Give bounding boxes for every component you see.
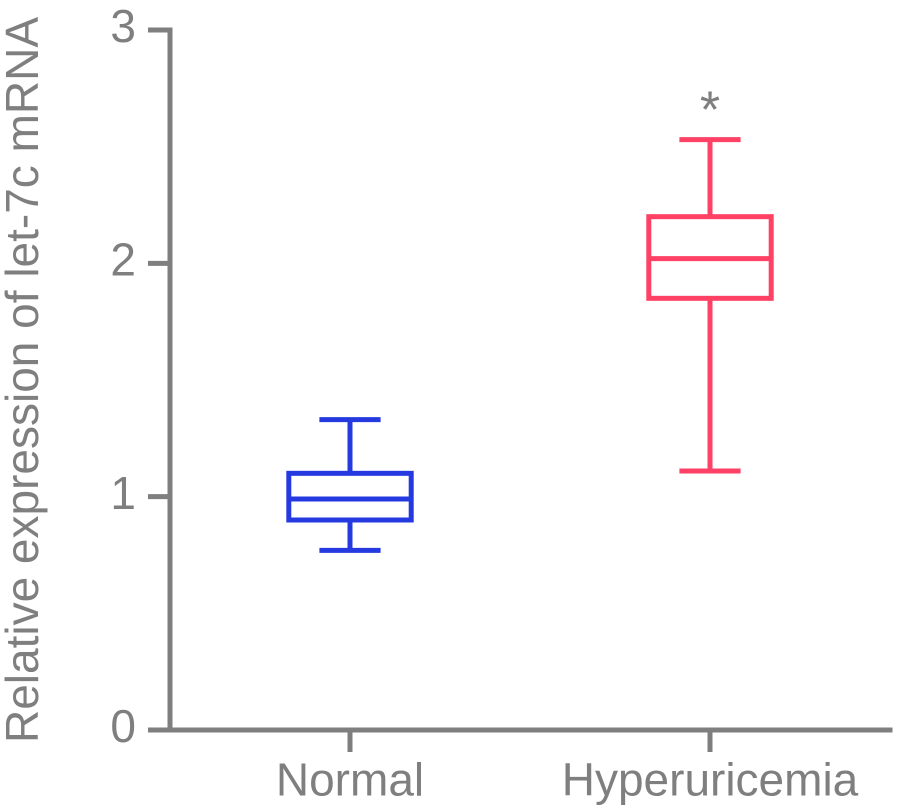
x-category-label: Normal	[276, 754, 424, 806]
x-category-label: Hyperuricemia	[562, 754, 859, 806]
boxplot-chart: 0 1 2 3 Relative expression of let-7c mRNA No…	[0, 0, 907, 810]
y-tick-label: 1	[110, 467, 136, 519]
significance-marker: *	[700, 82, 720, 140]
y-axis-label: Relative expression of let-7c mRNA	[0, 17, 48, 743]
y-tick-label: 2	[110, 233, 136, 285]
y-tick-label: 3	[110, 0, 136, 52]
y-tick-label: 0	[110, 700, 136, 752]
